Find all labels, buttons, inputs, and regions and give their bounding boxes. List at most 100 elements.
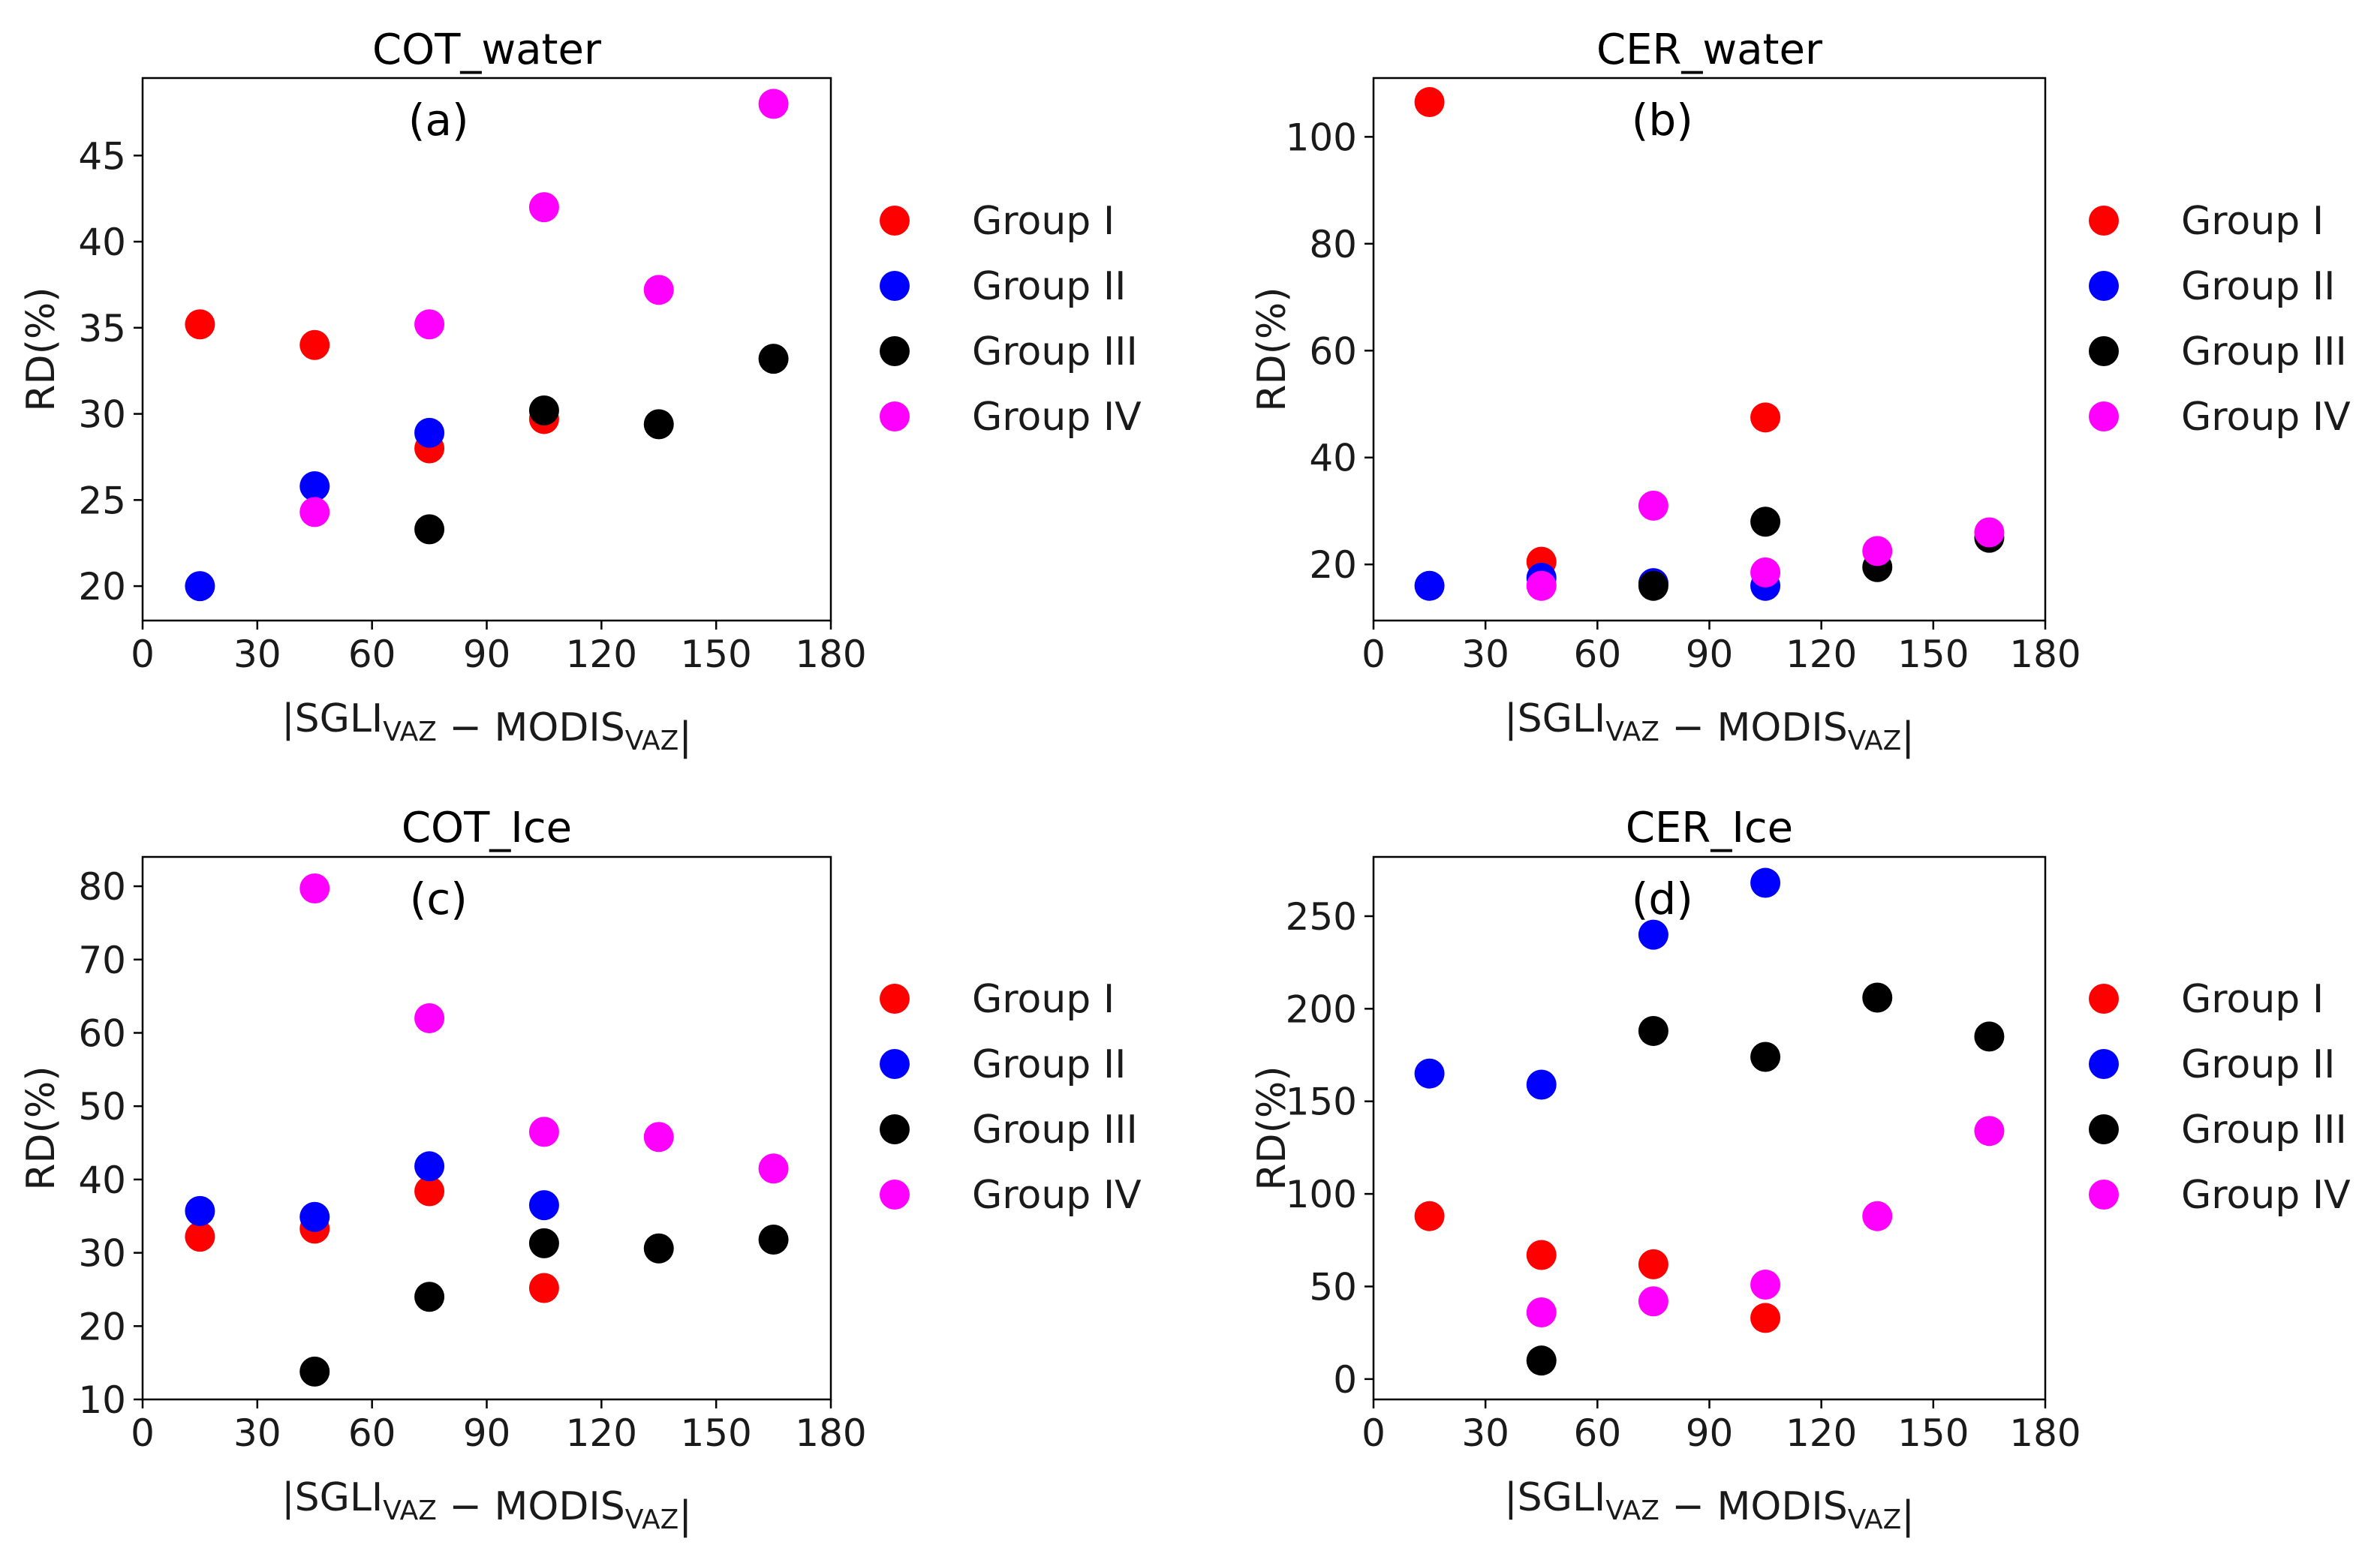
panel-3: 0 30 60 90 120 150 180 10 20 30 40 50 60 70 80 COT_Ice (…	[19, 804, 1142, 1538]
data-point-group-i	[1750, 402, 1781, 433]
x-tick-label: 90	[1686, 633, 1734, 676]
panel-title: CER_Ice	[1626, 804, 1793, 852]
data-point-group-iii	[758, 344, 789, 374]
data-point-group-ii	[1750, 867, 1781, 898]
legend-marker	[880, 336, 910, 366]
x-tick-label: 120	[566, 633, 637, 676]
legend-label: Group III	[972, 1108, 1138, 1153]
x-tick-label: 60	[1574, 633, 1622, 676]
x-tick-label: 120	[1786, 1411, 1857, 1455]
x-axis-label-part: − MODIS	[437, 1484, 625, 1529]
x-axis-label-subscript: VAZ	[625, 1504, 679, 1535]
data-point-group-i	[1414, 87, 1445, 118]
y-tick-label: 10	[78, 1378, 126, 1422]
legend-label: Group I	[2181, 977, 2324, 1022]
y-tick-label: 60	[78, 1011, 126, 1055]
legend-marker	[880, 1049, 910, 1079]
data-point-group-ii	[414, 417, 445, 448]
data-point-group-iv	[1862, 1201, 1893, 1231]
legend: Group I Group II Group III Group IV	[2089, 977, 2351, 1218]
x-tick-label: 180	[795, 633, 866, 676]
x-tick-label: 60	[348, 1411, 396, 1455]
x-axis-label-part: |SGLI	[281, 1475, 383, 1520]
legend-marker	[2089, 984, 2119, 1014]
data-point-group-iii	[299, 1356, 330, 1387]
data-point-group-iv	[1862, 536, 1893, 567]
data-point-group-i	[185, 309, 215, 340]
data-point-group-iv	[758, 1153, 789, 1184]
x-axis-label-subscript: VAZ	[1848, 726, 1902, 756]
x-axis-label: |SGLIVAZ − MODISVAZ|	[281, 696, 692, 759]
x-axis-label-part: |	[1901, 714, 1915, 759]
legend-marker	[880, 984, 910, 1014]
data-point-group-iii	[643, 409, 674, 440]
panel-title: COT_water	[372, 26, 602, 74]
data-point-group-iv	[414, 1002, 445, 1033]
data-point-group-i	[1750, 1303, 1781, 1333]
y-tick-label: 60	[1309, 329, 1357, 373]
legend: Group I Group II Group III Group IV	[880, 977, 1142, 1218]
legend-marker	[880, 1180, 910, 1210]
data-point-group-i	[185, 1222, 215, 1252]
x-tick-label: 0	[131, 633, 155, 676]
x-axis-label-subscript: VAZ	[1848, 1504, 1902, 1535]
x-tick-label: 120	[566, 1411, 637, 1455]
data-point-group-iv	[643, 1122, 674, 1153]
legend-marker	[2089, 336, 2119, 366]
data-point-group-iv	[1974, 517, 2005, 548]
x-axis-label-part: − MODIS	[1659, 705, 1848, 750]
y-tick-label: 70	[78, 939, 126, 982]
x-tick-label: 150	[1897, 633, 1969, 676]
x-axis-label-part: |	[1901, 1493, 1915, 1538]
legend-marker	[2089, 1114, 2119, 1144]
plot-frame	[1372, 855, 2047, 1401]
y-axis-label: RD(%)	[19, 1066, 64, 1190]
data-point-group-ii	[185, 1195, 215, 1226]
panel-2: 0 30 60 90 120 150 180 20 40 60 80 100 CER_water (b) R…	[1250, 26, 2351, 759]
data-point-group-iii	[528, 395, 559, 425]
x-axis-label-subscript: VAZ	[1605, 1495, 1659, 1526]
data-point-group-iii	[643, 1233, 674, 1264]
y-tick-label: 50	[1309, 1265, 1357, 1309]
y-axis-label: RD(%)	[1250, 1066, 1295, 1190]
x-axis-label-part: |SGLI	[281, 696, 383, 741]
x-axis-label-part: − MODIS	[1659, 1484, 1848, 1529]
x-axis-label: |SGLIVAZ − MODISVAZ|	[281, 1475, 692, 1538]
data-point-group-i	[1526, 1240, 1557, 1270]
data-point-group-iv	[1750, 1270, 1781, 1300]
data-point-group-ii	[185, 571, 215, 602]
data-point-group-iv	[299, 497, 330, 528]
data-point-group-iv	[1974, 1116, 2005, 1147]
plot-frame	[141, 77, 832, 622]
x-axis-label-part: |	[678, 1493, 692, 1538]
x-axis-label-part: |SGLI	[1504, 1475, 1605, 1520]
x-axis-label: |SGLIVAZ − MODISVAZ|	[1504, 696, 1915, 759]
y-tick-label: 250	[1286, 895, 1357, 939]
data-point-group-iv	[414, 309, 445, 340]
x-tick-label: 150	[680, 1411, 751, 1455]
x-tick-label: 30	[233, 1411, 281, 1455]
y-axis-label: RD(%)	[19, 287, 64, 411]
panel-1: 0 30 60 90 120 150 180 20 25 30 35 40 45 COT_water (a)…	[19, 26, 1142, 759]
data-point-group-i	[528, 1273, 559, 1303]
y-tick-label: 20	[78, 565, 126, 609]
data-point-group-iii	[758, 1225, 789, 1255]
legend-label: Group I	[2181, 199, 2324, 244]
x-tick-label: 60	[1574, 1411, 1622, 1455]
x-tick-label: 0	[131, 1411, 155, 1455]
y-tick-label: 100	[1286, 116, 1357, 159]
legend-marker	[880, 1114, 910, 1144]
y-tick-label: 20	[1309, 543, 1357, 587]
data-point-group-ii	[299, 470, 330, 501]
data-point-group-iv	[758, 89, 789, 119]
x-tick-label: 150	[680, 633, 751, 676]
panel-title: CER_water	[1596, 26, 1823, 74]
legend-marker	[2089, 271, 2119, 301]
legend-label: Group IV	[972, 395, 1142, 440]
x-axis-label-subscript: VAZ	[383, 1495, 437, 1526]
data-point-group-iii	[414, 1282, 445, 1312]
x-tick-label: 180	[2009, 1411, 2081, 1455]
plot-frame	[1372, 77, 2047, 622]
x-axis-label-subscript: VAZ	[625, 726, 679, 756]
data-point-group-iv	[1526, 1297, 1557, 1328]
